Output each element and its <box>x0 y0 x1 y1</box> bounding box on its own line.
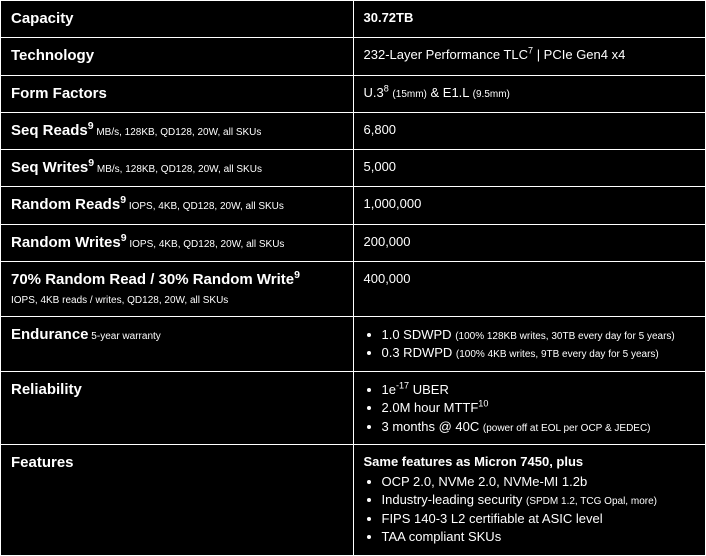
list-item: TAA compliant SKUs <box>382 528 696 546</box>
label-capacity: Capacity <box>11 10 74 27</box>
row-random-writes: Random Writes9 IOPS, 4KB, QD128, 20W, al… <box>1 224 706 261</box>
row-technology: Technology 232-Layer Performance TLC7 | … <box>1 38 706 75</box>
label-seq-writes: Seq Writes9 <box>11 159 94 176</box>
endurance-list: 1.0 SDWPD (100% 128KB writes, 30TB every… <box>364 326 696 362</box>
value-mixed: 400,000 <box>364 271 411 286</box>
value-form-factors: U.38 (15mm) & E1.L (9.5mm) <box>364 85 510 100</box>
label-endurance: Endurance <box>11 326 89 343</box>
label-mixed-sub: IOPS, 4KB reads / writes, QD128, 20W, al… <box>11 295 228 306</box>
spec-table: Capacity 30.72TB Technology 232-Layer Pe… <box>0 0 706 556</box>
value-random-reads: 1,000,000 <box>364 196 422 211</box>
list-item: Industry-leading security (SPDM 1.2, TCG… <box>382 491 696 509</box>
list-item: 2.0M hour MTTF10 <box>382 399 696 417</box>
value-random-writes: 200,000 <box>364 234 411 249</box>
row-mixed: 70% Random Read / 30% Random Write9 IOPS… <box>1 261 706 316</box>
label-features: Features <box>11 454 74 471</box>
row-endurance: Endurance 5-year warranty 1.0 SDWPD (100… <box>1 316 706 371</box>
list-item: 3 months @ 40C (power off at EOL per OCP… <box>382 418 696 436</box>
reliability-list: 1e-17 UBER2.0M hour MTTF103 months @ 40C… <box>364 381 696 436</box>
label-random-reads: Random Reads9 <box>11 196 126 213</box>
label-endurance-sub: 5-year warranty <box>89 331 161 342</box>
list-item: 1.0 SDWPD (100% 128KB writes, 30TB every… <box>382 326 696 344</box>
label-seq-reads-sub: MB/s, 128KB, QD128, 20W, all SKUs <box>94 127 262 138</box>
row-form-factors: Form Factors U.38 (15mm) & E1.L (9.5mm) <box>1 75 706 112</box>
row-reliability: Reliability 1e-17 UBER2.0M hour MTTF103 … <box>1 371 706 445</box>
label-seq-writes-sub: MB/s, 128KB, QD128, 20W, all SKUs <box>94 164 262 175</box>
features-heading: Same features as Micron 7450, plus <box>364 453 696 471</box>
label-random-writes-sub: IOPS, 4KB, QD128, 20W, all SKUs <box>127 239 285 250</box>
label-random-writes: Random Writes9 <box>11 234 127 251</box>
row-random-reads: Random Reads9 IOPS, 4KB, QD128, 20W, all… <box>1 187 706 224</box>
list-item: 1e-17 UBER <box>382 381 696 399</box>
label-reliability: Reliability <box>11 381 82 398</box>
value-seq-reads: 6,800 <box>364 122 397 137</box>
value-capacity: 30.72TB <box>364 10 414 25</box>
label-technology: Technology <box>11 47 94 64</box>
row-capacity: Capacity 30.72TB <box>1 1 706 38</box>
label-form-factors: Form Factors <box>11 85 107 102</box>
row-seq-writes: Seq Writes9 MB/s, 128KB, QD128, 20W, all… <box>1 150 706 187</box>
label-seq-reads: Seq Reads9 <box>11 122 94 139</box>
list-item: 0.3 RDWPD (100% 4KB writes, 9TB every da… <box>382 344 696 362</box>
value-technology: 232-Layer Performance TLC7 | PCIe Gen4 x… <box>364 47 626 62</box>
list-item: OCP 2.0, NVMe 2.0, NVMe-MI 1.2b <box>382 473 696 491</box>
features-list: OCP 2.0, NVMe 2.0, NVMe-MI 1.2bIndustry-… <box>364 473 696 546</box>
list-item: FIPS 140-3 L2 certifiable at ASIC level <box>382 510 696 528</box>
label-mixed: 70% Random Read / 30% Random Write9 <box>11 271 300 288</box>
row-features: Features Same features as Micron 7450, p… <box>1 445 706 556</box>
label-random-reads-sub: IOPS, 4KB, QD128, 20W, all SKUs <box>126 201 284 212</box>
value-seq-writes: 5,000 <box>364 159 397 174</box>
row-seq-reads: Seq Reads9 MB/s, 128KB, QD128, 20W, all … <box>1 112 706 149</box>
